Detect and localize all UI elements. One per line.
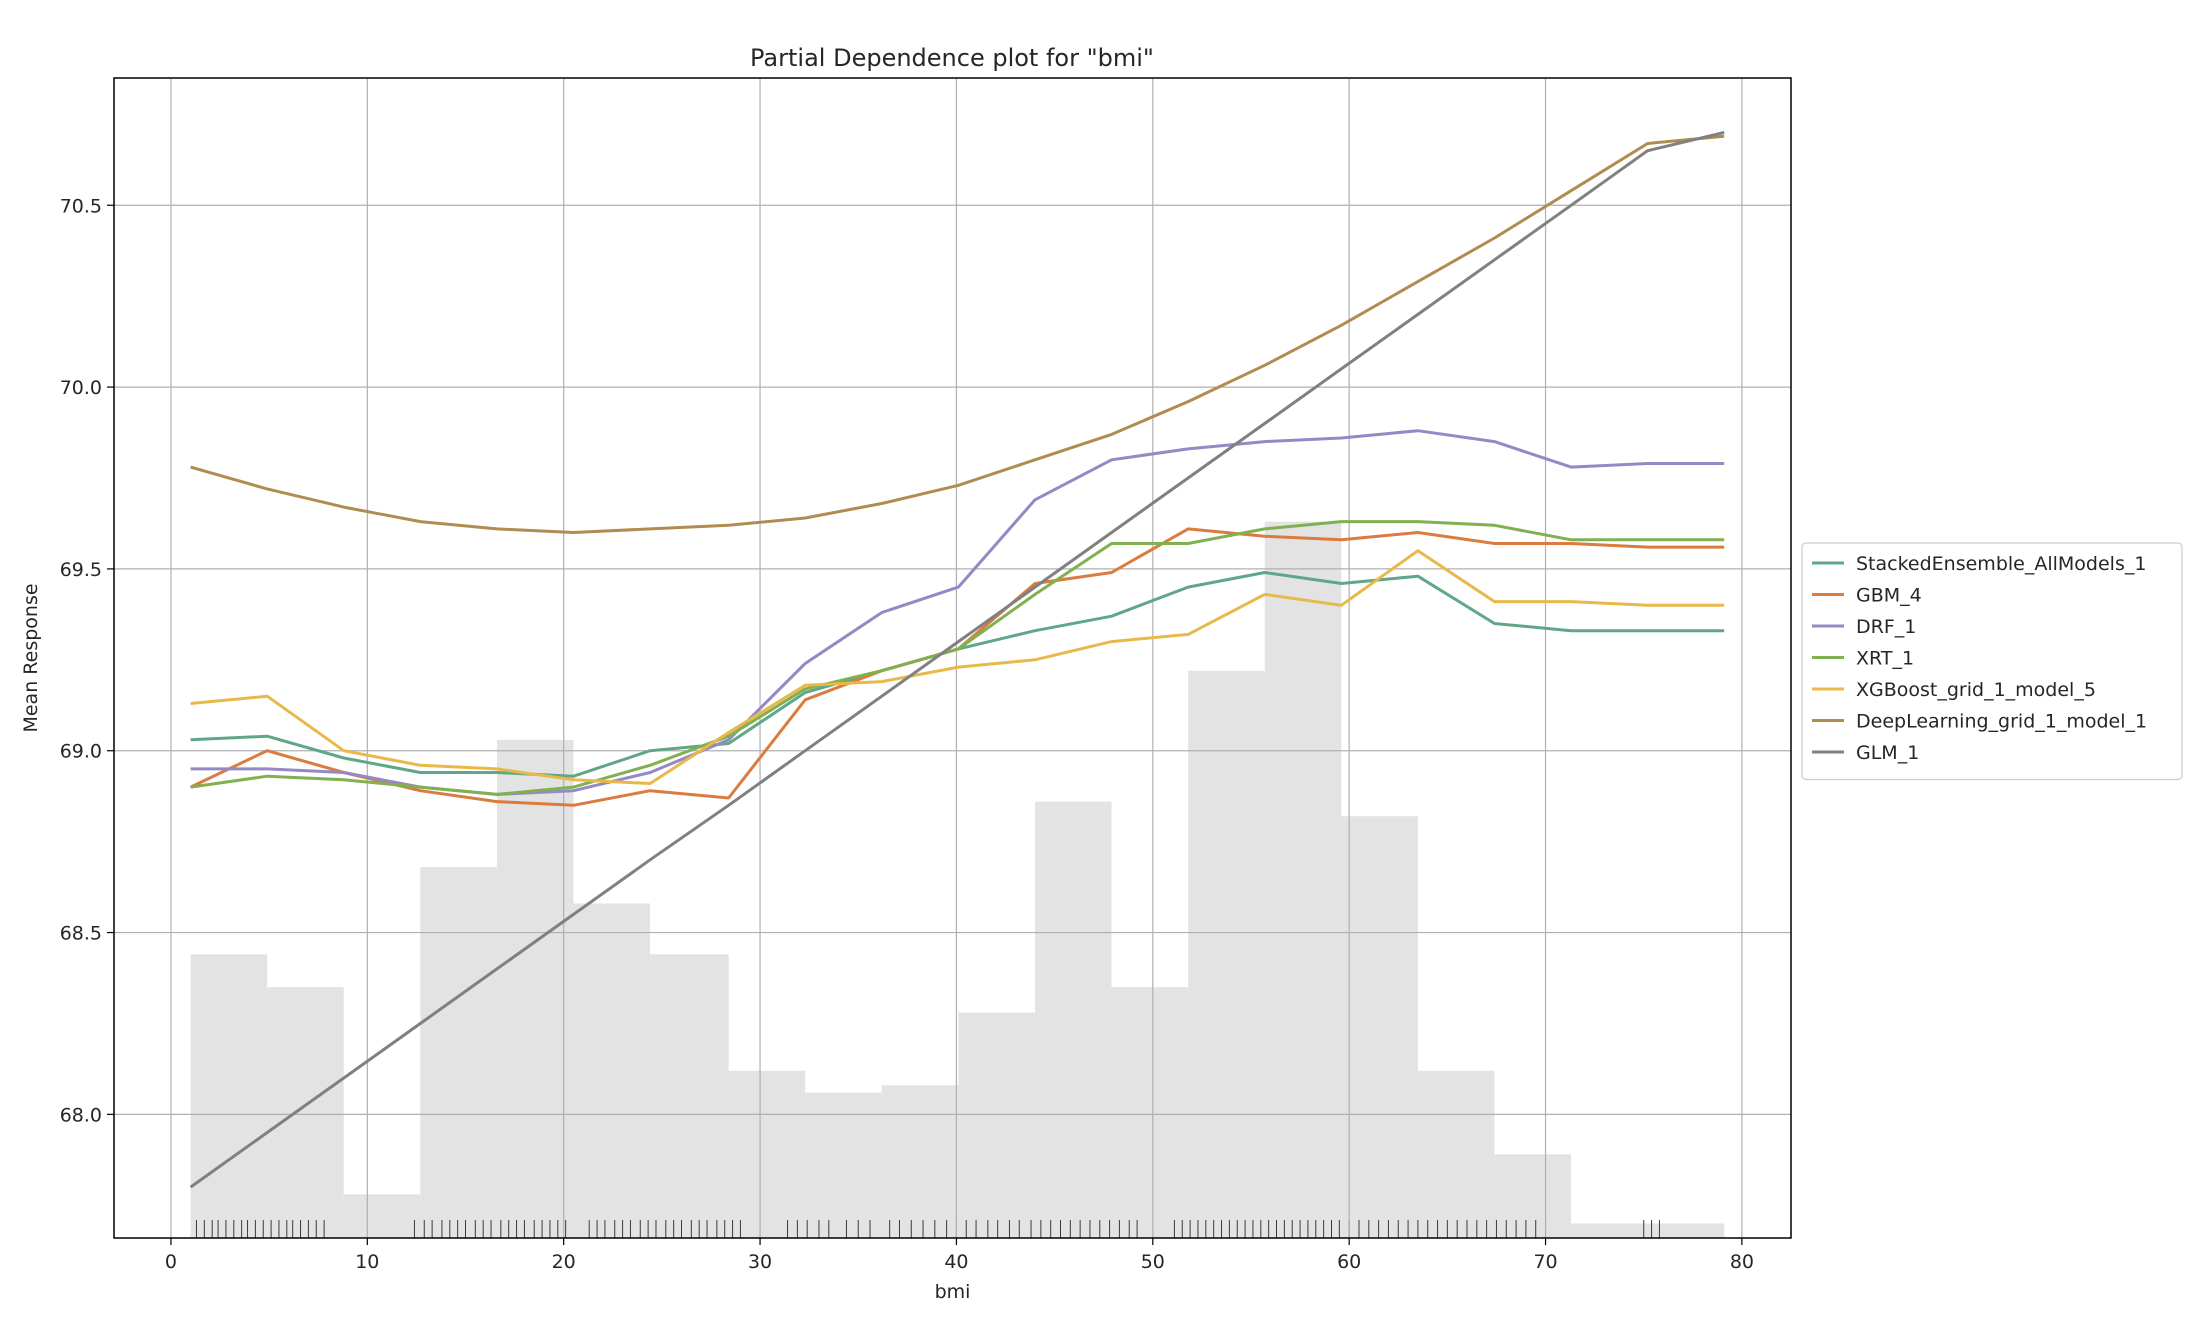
histogram (190, 521, 1725, 1238)
y-tick-label: 68.5 (60, 923, 102, 945)
y-tick-label: 68.0 (60, 1104, 102, 1126)
legend-label: GLM_1 (1856, 742, 1919, 764)
series-line (189, 131, 1725, 1189)
y-tick-label: 70.5 (60, 195, 102, 217)
x-tick-label: 50 (1141, 1251, 1165, 1273)
histogram-bar (1264, 521, 1342, 1238)
histogram-bar (728, 1070, 806, 1238)
histogram-bar (496, 739, 574, 1238)
legend-label: XRT_1 (1856, 648, 1914, 670)
x-tick-label: 40 (944, 1251, 968, 1273)
x-tick-label: 70 (1533, 1251, 1557, 1273)
histogram-bar (1341, 816, 1418, 1238)
legend: StackedEnsemble_AllModels_1 GBM_4 DRF_1 XRT… (1801, 542, 2183, 781)
x-tick-label: 30 (748, 1251, 772, 1273)
axis-ticks: 0 10 20 30 40 50 60 70 80 68.0 68.5 69.0 69.5 70.0 70.… (60, 195, 1754, 1273)
legend-label: DeepLearning_grid_1_model_1 (1856, 711, 2147, 733)
histogram-bar (1188, 670, 1265, 1238)
histogram-bar (1494, 1154, 1572, 1238)
plot-frame (113, 77, 1792, 1239)
x-tick-label: 80 (1730, 1251, 1754, 1273)
histogram-bar (267, 987, 344, 1238)
legend-label: XGBoost_grid_1_model_5 (1856, 679, 2096, 701)
x-tick-label: 10 (355, 1251, 379, 1273)
histogram-bar (343, 1194, 421, 1238)
chart-title: Partial Dependence plot for "bmi" (750, 44, 1154, 72)
histogram-bar (958, 1012, 1035, 1238)
series-line (190, 549, 1725, 785)
histogram-bar (573, 903, 651, 1238)
histogram-bar (1417, 1070, 1495, 1238)
series-lines (189, 131, 1725, 1189)
y-axis-title: Mean Response (20, 583, 42, 732)
x-tick-label: 60 (1337, 1251, 1361, 1273)
y-tick-label: 69.0 (60, 741, 102, 763)
x-tick-label: 20 (552, 1251, 576, 1273)
x-axis-title: bmi (935, 1281, 971, 1303)
histogram-bar (1571, 1223, 1648, 1238)
y-tick-label: 70.0 (60, 377, 102, 399)
x-tick-label: 0 (165, 1251, 177, 1273)
histogram-bar (1647, 1223, 1725, 1238)
histogram-bar (420, 867, 497, 1238)
legend-label: DRF_1 (1856, 616, 1916, 638)
y-tick-label: 69.5 (60, 559, 102, 581)
legend-label: StackedEnsemble_AllModels_1 (1856, 553, 2146, 575)
series-line (190, 520, 1725, 796)
series-line (190, 134, 1725, 534)
grid (114, 78, 1791, 1238)
legend-box (1801, 542, 2183, 781)
histogram-bar (881, 1085, 959, 1238)
histogram-bar (805, 1092, 882, 1238)
histogram-bar (1111, 987, 1189, 1238)
histogram-bar (650, 954, 729, 1238)
histogram-bar (190, 954, 268, 1238)
legend-label: GBM_4 (1856, 585, 1922, 607)
histogram-bar (1034, 801, 1112, 1238)
